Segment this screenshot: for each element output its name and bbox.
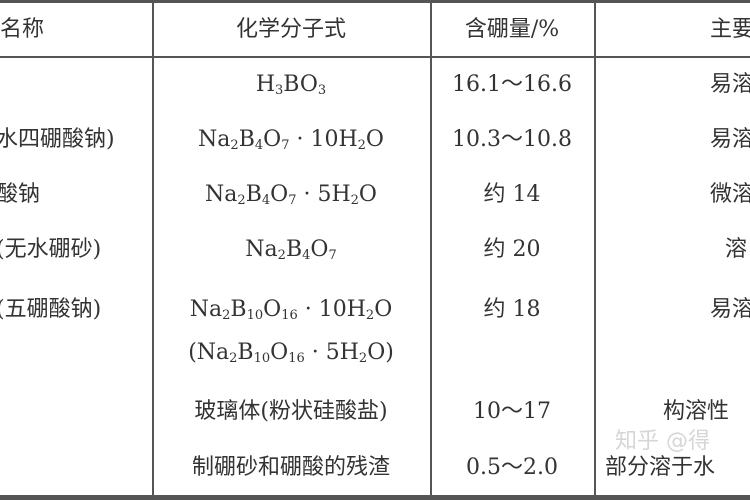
row-formula: Na2B10O16 · 10H2O xyxy=(189,297,393,323)
row-main: 易溶 xyxy=(710,127,750,152)
row-content: 16.1～16.6 xyxy=(452,72,572,97)
row-name: 酸钠 xyxy=(0,182,41,207)
row-formula: Na2B4O7 xyxy=(245,237,337,263)
row-formula-alt: (Na2B10O16 · 5H2O) xyxy=(188,340,394,366)
row-content: 约 20 xyxy=(483,237,541,262)
row-name: (五硼酸钠) xyxy=(0,297,102,322)
row-main: 易溶 xyxy=(710,72,750,97)
row-content: 10～17 xyxy=(473,399,551,424)
row-formula: 玻璃体(粉状硅酸盐) xyxy=(194,399,388,424)
column-divider xyxy=(152,0,154,500)
row-main: 微溶 xyxy=(710,182,750,207)
row-main: 构溶性 xyxy=(663,399,730,424)
row-content: 约 18 xyxy=(483,297,541,322)
row-content: 0.5～2.0 xyxy=(466,455,558,480)
row-formula: H3BO3 xyxy=(255,72,327,98)
header-formula: 化学分子式 xyxy=(235,17,347,42)
row-formula: Na2B4O7 · 10H2O xyxy=(198,127,384,153)
header-content: 含硼量/% xyxy=(464,17,560,42)
header-main: 主要 xyxy=(710,17,750,42)
row-content: 10.3～10.8 xyxy=(452,127,572,152)
watermark: 知乎 @得 xyxy=(615,429,710,454)
row-name: (无水硼砂) xyxy=(0,237,102,262)
column-divider xyxy=(430,0,432,500)
row-main: 溶 xyxy=(725,237,748,262)
row-formula: Na2B4O7 · 5H2O xyxy=(205,182,377,208)
table-top-border xyxy=(0,0,750,3)
row-formula: 制硼砂和硼酸的残渣 xyxy=(191,455,391,480)
table-bottom-border xyxy=(0,495,750,500)
header-divider xyxy=(0,56,750,58)
row-main: 部分溶于水 xyxy=(605,455,716,480)
header-name: 名称 xyxy=(0,17,45,42)
row-content: 约 14 xyxy=(483,182,541,207)
row-main: 易溶 xyxy=(710,297,750,322)
column-divider xyxy=(594,0,596,500)
row-name: 水四硼酸钠) xyxy=(0,127,115,152)
